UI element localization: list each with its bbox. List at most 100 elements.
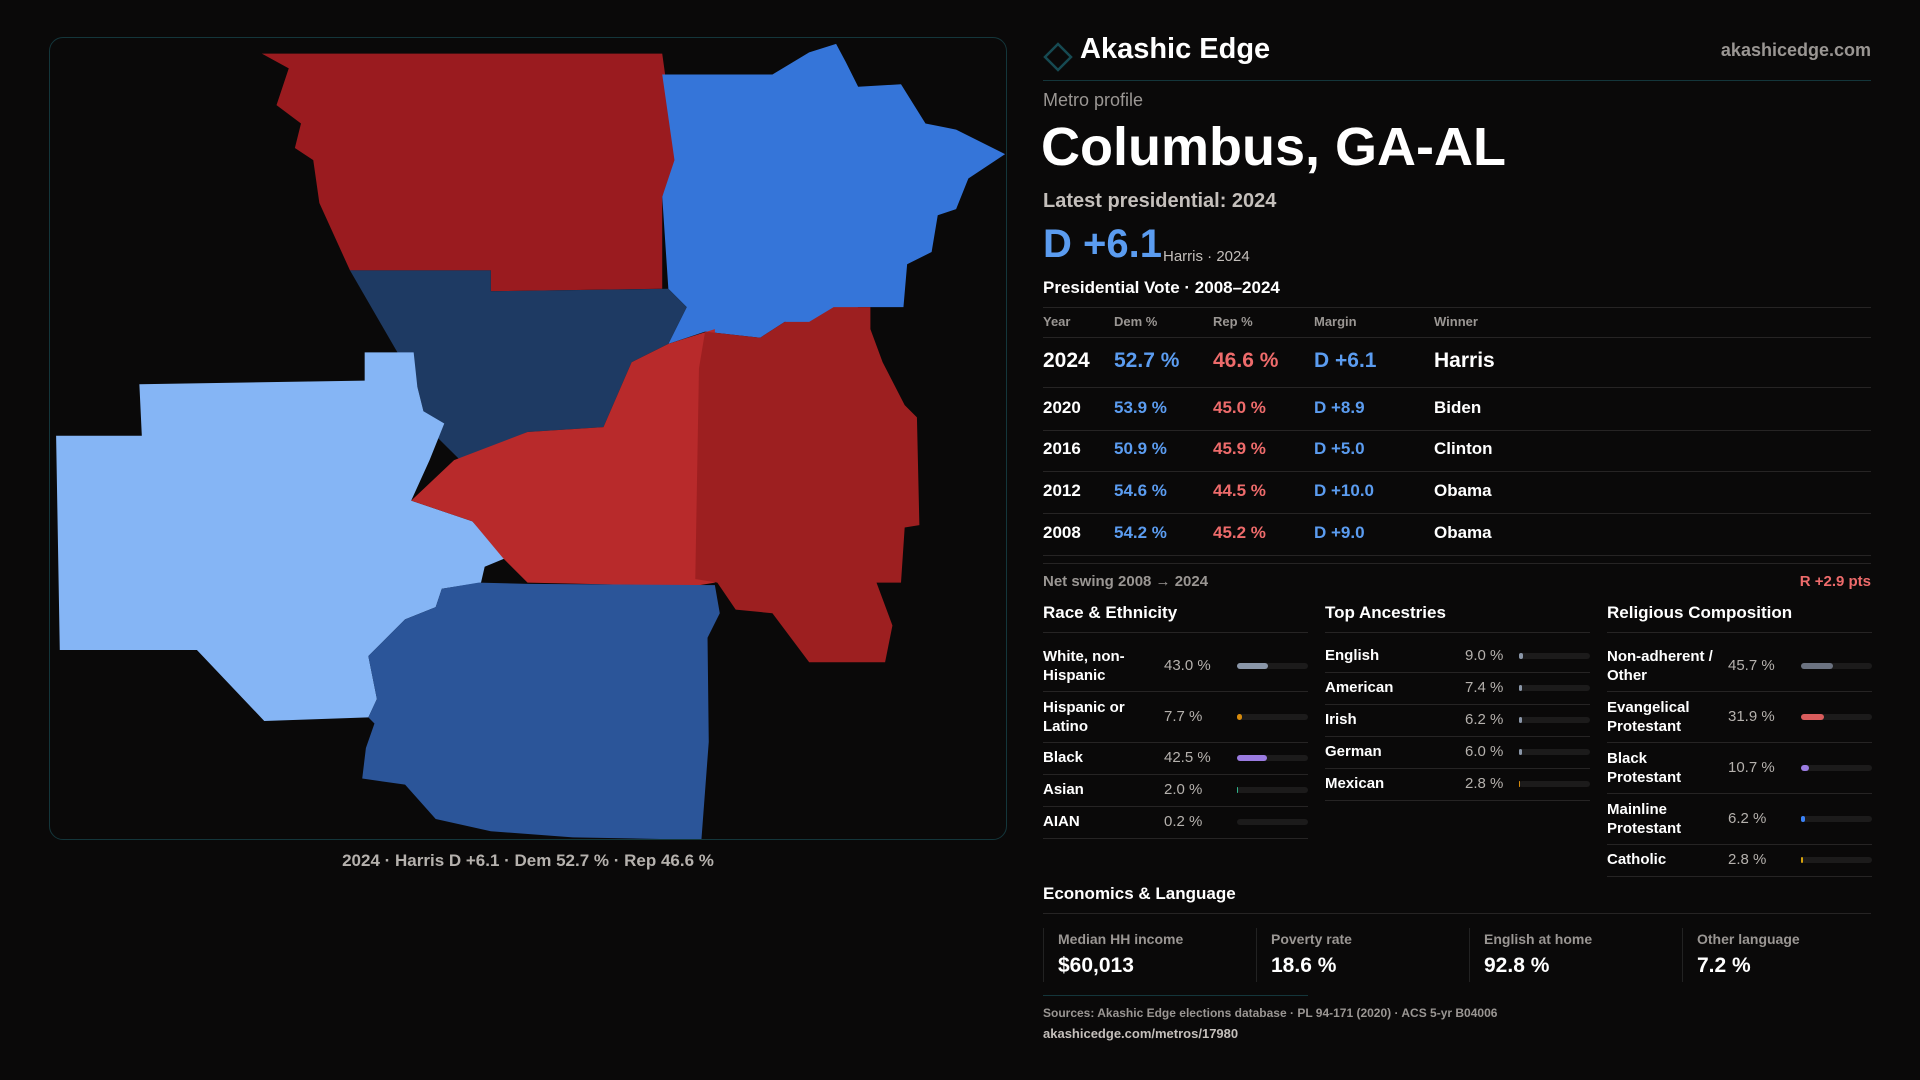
item-label: Irish — [1325, 711, 1357, 728]
item-value: 6.2 % — [1728, 809, 1767, 827]
table-cell-margin: D +6.1 — [1314, 349, 1377, 372]
table-cell-dem: 54.6 % — [1114, 481, 1167, 500]
bar-fill — [1519, 749, 1522, 755]
site-link[interactable]: akashicedge.com — [1720, 40, 1871, 60]
table-cell-rep: 45.9 % — [1213, 439, 1266, 458]
bar-fill — [1801, 713, 1824, 720]
table-cell-margin: D +5.0 — [1314, 439, 1365, 458]
divider — [1325, 632, 1590, 633]
bar-fill — [1237, 787, 1239, 793]
bar-fill — [1801, 857, 1803, 863]
item-bar — [1237, 662, 1308, 669]
row-divider — [1043, 387, 1871, 388]
swing-label: Net swing 2008 → 2024 — [1043, 573, 1209, 590]
item-value: 10.7 % — [1728, 758, 1775, 776]
row-divider — [1043, 471, 1871, 472]
row-divider — [1043, 742, 1308, 743]
stat-value: $60,013 — [1058, 954, 1134, 977]
item-bar — [1519, 653, 1590, 659]
row-divider — [1043, 691, 1308, 692]
table-cell-rep: 45.2 % — [1213, 523, 1266, 542]
county-5[interactable] — [695, 307, 920, 663]
row-divider — [1043, 838, 1308, 839]
item-value: 7.7 % — [1164, 707, 1203, 725]
row-divider — [1607, 876, 1872, 877]
row-divider — [1607, 844, 1872, 845]
brand-name: Akashic Edge — [1080, 33, 1271, 65]
table-cell-winner: Clinton — [1434, 439, 1493, 458]
item-bar — [1237, 819, 1308, 825]
item-label: White, non-Hispanic — [1043, 647, 1125, 684]
table-cell-margin: D +8.9 — [1314, 398, 1365, 417]
bar-fill — [1519, 653, 1523, 659]
county-2[interactable] — [349, 270, 687, 461]
table-cell-winner: Harris — [1434, 349, 1495, 372]
table-cell-year: 2020 — [1043, 398, 1081, 417]
county-1[interactable] — [662, 43, 1006, 344]
item-bar — [1801, 713, 1872, 720]
item-value: 2.8 % — [1728, 851, 1767, 868]
table-cell-year: 2016 — [1043, 439, 1081, 458]
item-bar — [1801, 815, 1872, 822]
latest-label: Latest presidential: 2024 — [1043, 190, 1277, 212]
item-bar — [1237, 713, 1308, 720]
row-divider — [1043, 555, 1871, 556]
stat-divider — [1256, 928, 1257, 982]
row-divider — [1607, 793, 1872, 794]
page-title: Columbus, GA-AL — [1041, 117, 1506, 177]
item-value: 43.0 % — [1164, 656, 1211, 674]
item-label: Asian — [1043, 781, 1084, 798]
row-divider — [1325, 736, 1590, 737]
stat-divider — [1682, 928, 1683, 982]
item-label: Black Protestant — [1607, 749, 1682, 786]
item-bar — [1519, 781, 1590, 787]
table-cell-margin: D +10.0 — [1314, 481, 1375, 500]
table-header-0: Year — [1043, 314, 1071, 329]
stat-divider — [1469, 928, 1470, 982]
item-label: Black — [1043, 749, 1084, 766]
divider — [1607, 632, 1872, 633]
county-6[interactable] — [362, 582, 720, 840]
item-bar — [1237, 755, 1308, 761]
county-4[interactable] — [411, 329, 715, 587]
table-header-1: Dem % — [1114, 314, 1158, 329]
bar-fill — [1801, 662, 1834, 669]
item-value: 2.0 % — [1164, 781, 1203, 798]
table-cell-year: 2012 — [1043, 481, 1081, 500]
item-value: 31.9 % — [1728, 707, 1775, 725]
row-divider — [1607, 742, 1872, 743]
diamond-logo-icon — [1043, 42, 1073, 72]
county-3[interactable] — [56, 352, 506, 722]
table-cell-dem: 54.2 % — [1114, 523, 1167, 542]
swing-value: R +2.9 pts — [1799, 573, 1871, 590]
sources: Sources: Akashic Edge elections database… — [1043, 1006, 1498, 1020]
section-title-race: Race & Ethnicity — [1043, 603, 1178, 622]
item-label: Mexican — [1325, 775, 1385, 792]
divider — [1043, 632, 1308, 633]
bar-fill — [1237, 713, 1243, 720]
item-bar — [1801, 662, 1872, 669]
item-value: 2.8 % — [1465, 775, 1504, 792]
economics-title: Economics & Language — [1043, 884, 1236, 903]
item-label: AIAN — [1043, 813, 1080, 830]
item-bar — [1801, 764, 1872, 771]
row-divider — [1325, 672, 1590, 673]
item-value: 42.5 % — [1164, 749, 1211, 766]
row-divider — [1043, 774, 1308, 775]
table-cell-rep: 45.0 % — [1213, 398, 1266, 417]
item-value: 6.0 % — [1465, 743, 1504, 760]
section-title-ancestry: Top Ancestries — [1325, 603, 1446, 622]
item-bar — [1237, 787, 1308, 793]
item-label: Mainline Protestant — [1607, 800, 1682, 837]
county-map[interactable] — [49, 37, 1007, 840]
metro-url[interactable]: akashicedge.com/metros/17980 — [1043, 1026, 1239, 1041]
bar-fill — [1801, 764, 1809, 771]
item-label: German — [1325, 743, 1382, 760]
stat-value: 92.8 % — [1484, 954, 1550, 977]
table-cell-winner: Obama — [1434, 523, 1492, 542]
item-value: 7.4 % — [1465, 679, 1504, 696]
row-divider — [1607, 691, 1872, 692]
item-value: 0.2 % — [1164, 813, 1203, 830]
stat-label: English at home — [1484, 931, 1593, 947]
county-0[interactable] — [261, 53, 677, 292]
